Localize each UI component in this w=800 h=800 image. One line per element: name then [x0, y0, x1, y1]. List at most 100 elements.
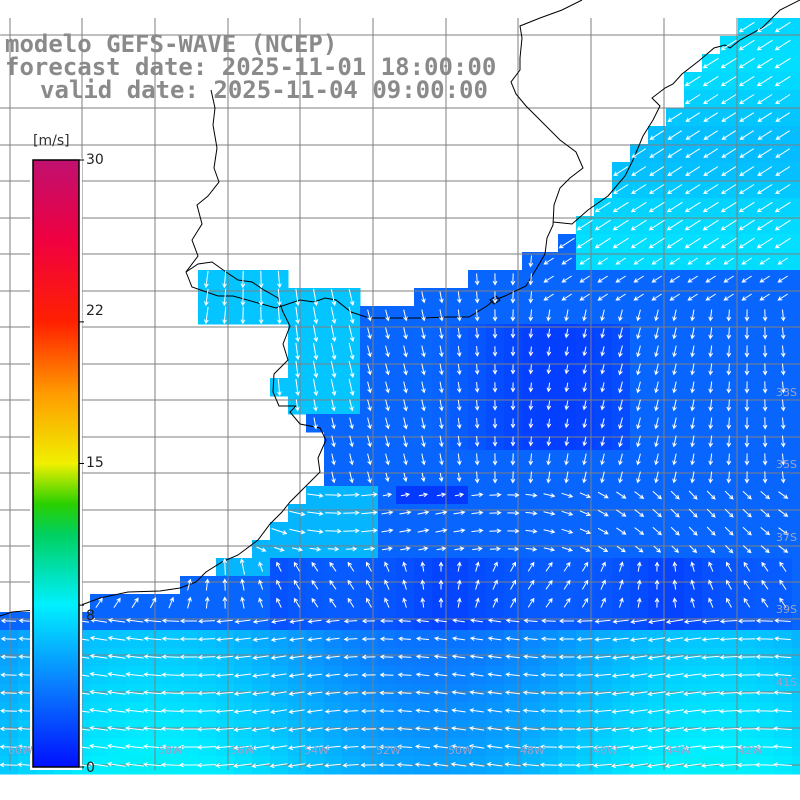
wind-arrow [510, 453, 516, 466]
wind-arrow [179, 654, 198, 660]
wind-arrow [258, 288, 264, 307]
wind-arrow [288, 673, 305, 678]
wind-arrow [349, 399, 354, 412]
wind-arrow [774, 201, 791, 213]
wind-arrow [545, 561, 553, 572]
wind-arrow [507, 528, 520, 534]
wind-arrow [726, 417, 732, 430]
wind-arrow [743, 561, 751, 572]
wind-arrow [780, 345, 786, 358]
wind-arrow [564, 471, 569, 484]
wind-arrow [251, 763, 270, 769]
wind-arrow [438, 561, 444, 572]
wind-arrow [558, 618, 574, 624]
wind-arrow [125, 636, 144, 641]
wind-arrow [306, 673, 323, 678]
wind-arrow [384, 561, 390, 572]
wind-arrow [762, 327, 768, 340]
wind-arrow [762, 399, 768, 412]
wind-arrow [89, 689, 108, 695]
wind-arrow [277, 288, 282, 307]
wind-arrow [760, 527, 771, 536]
wind-arrow [773, 636, 792, 642]
wind-arrow [403, 363, 408, 376]
wind-arrow [594, 655, 611, 660]
wind-arrow [598, 546, 609, 552]
wind-arrow [486, 708, 503, 713]
wind-arrow [510, 364, 516, 375]
wind-arrow [703, 148, 719, 158]
wind-speed-cell [792, 738, 800, 757]
wind-arrow [762, 417, 768, 430]
wind-arrow [558, 708, 575, 714]
wind-arrow [295, 360, 300, 379]
wind-arrow [382, 546, 393, 552]
wind-arrow [361, 654, 376, 660]
wind-arrow [671, 545, 680, 553]
wind-arrow [564, 328, 570, 339]
wind-arrow [757, 148, 773, 158]
wind-arrow [700, 745, 721, 750]
wind-arrow [667, 184, 683, 195]
wind-arrow [527, 579, 535, 590]
wind-arrow [634, 527, 645, 536]
wind-arrow [612, 637, 629, 642]
wind-arrow [342, 708, 359, 714]
wind-arrow [737, 636, 756, 642]
wind-arrow [385, 381, 390, 394]
wind-speed-cell [792, 198, 800, 217]
wind-arrow [687, 293, 698, 301]
wind-arrow [510, 400, 516, 411]
wind-arrow [611, 655, 630, 660]
wind-arrow [270, 673, 287, 678]
wind-arrow [270, 691, 287, 696]
wind-arrow [384, 597, 390, 608]
wind-arrow [415, 672, 430, 678]
wind-arrow [385, 417, 390, 430]
wind-arrow [89, 761, 108, 767]
wind-arrow [160, 744, 181, 750]
wind-arrow [270, 637, 287, 642]
colorbar-tick-label: 15 [86, 455, 104, 471]
wind-arrow [295, 288, 300, 307]
wind-arrow [780, 453, 786, 466]
wind-arrow [329, 597, 337, 608]
longitude-label: 60W [8, 744, 33, 757]
wind-arrow [143, 672, 162, 677]
wind-arrow [125, 708, 144, 713]
wind-arrow [690, 309, 695, 322]
wind-arrow [741, 275, 752, 283]
wind-arrow [744, 363, 750, 376]
wind-arrow [593, 673, 612, 678]
wind-arrow [313, 342, 319, 361]
wind-arrow [215, 709, 234, 714]
wind-arrow [720, 75, 737, 87]
wind-arrow [397, 636, 412, 642]
wind-arrow [539, 744, 558, 750]
wind-arrow [723, 257, 734, 265]
wind-arrow [685, 166, 701, 176]
wind-arrow [683, 763, 702, 769]
wind-arrow [469, 690, 484, 695]
wind-arrow [385, 309, 390, 322]
wind-arrow [723, 275, 734, 283]
wind-arrow [216, 619, 233, 624]
wind-arrow [705, 257, 716, 265]
wind-arrow [492, 364, 498, 375]
wind-arrow [636, 309, 641, 322]
wind-arrow [683, 655, 702, 660]
wind-arrow [563, 561, 571, 572]
wind-arrow [222, 270, 227, 289]
wind-arrow [762, 453, 768, 466]
wind-arrow [403, 309, 408, 322]
wind-arrow [269, 745, 288, 751]
wind-arrow [528, 328, 534, 339]
wind-arrow [618, 327, 623, 340]
wind-arrow [349, 471, 354, 484]
wind-arrow [629, 691, 648, 697]
wind-arrow [690, 363, 695, 376]
wind-arrow [618, 417, 623, 430]
wind-arrow [629, 673, 648, 679]
wind-arrow [361, 672, 376, 678]
wind-arrow [630, 201, 647, 213]
